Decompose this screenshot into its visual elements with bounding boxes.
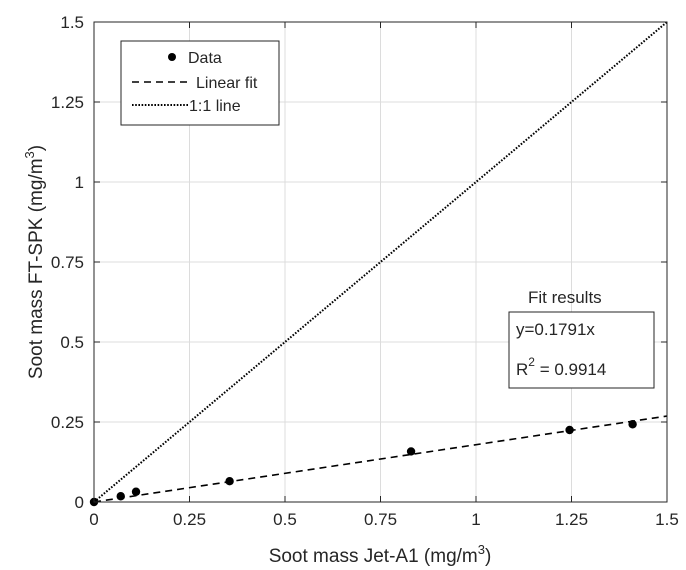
- y-tick-label: 1: [75, 173, 84, 192]
- y-tick-label: 0.5: [60, 333, 84, 352]
- legend-label-one-to-one: 1:1 line: [189, 98, 241, 115]
- r2-exponent: 2: [528, 355, 535, 369]
- legend-label-linear-fit: Linear fit: [196, 75, 258, 92]
- x-tick-label: 0: [89, 510, 98, 529]
- legend-box: [120, 40, 280, 126]
- fit-results-title: Fit results: [528, 288, 602, 307]
- fit-results-box: [508, 311, 655, 389]
- y-axis-ticks: 0 0.25 0.5 0.75 1 1.25 1.5: [51, 13, 667, 512]
- legend: Data Linear fit 1:1 line: [120, 40, 280, 126]
- data-point: [131, 487, 141, 496]
- fit-r-squared: R2 = 0.9914: [516, 355, 606, 379]
- data-point: [116, 492, 125, 501]
- x-tick-label: 1.5: [655, 510, 679, 529]
- fit-equation: y=0.1791x: [516, 320, 595, 339]
- x-tick-label: 0.5: [273, 510, 297, 529]
- x-tick-label: 1.25: [555, 510, 588, 529]
- data-point: [225, 477, 234, 486]
- legend-marker-data: [168, 53, 176, 61]
- x-tick-label: 1: [471, 510, 480, 529]
- y-tick-label: 0.75: [51, 253, 84, 272]
- y-tick-label: 0: [75, 493, 84, 512]
- y-axis-label: Soot mass FT-SPK (mg/m3): [22, 145, 47, 379]
- data-point: [565, 425, 574, 435]
- legend-label-data: Data: [188, 50, 222, 67]
- y-tick-label: 0.25: [51, 413, 84, 432]
- x-axis-label: Soot mass Jet-A1 (mg/m3): [269, 542, 492, 567]
- data-point: [628, 420, 637, 429]
- y-tick-label: 1.5: [60, 13, 84, 32]
- x-axis-ticks: 0 0.25 0.5 0.75 1 1.25 1.5: [89, 22, 679, 529]
- x-tick-label: 0.75: [364, 510, 397, 529]
- data-points: [89, 420, 637, 507]
- x-unit-exponent: 3: [478, 542, 485, 557]
- x-tick-label: 0.25: [173, 510, 206, 529]
- data-point: [406, 447, 416, 456]
- y-unit-exponent: 3: [22, 151, 37, 158]
- y-tick-label: 1.25: [51, 93, 84, 112]
